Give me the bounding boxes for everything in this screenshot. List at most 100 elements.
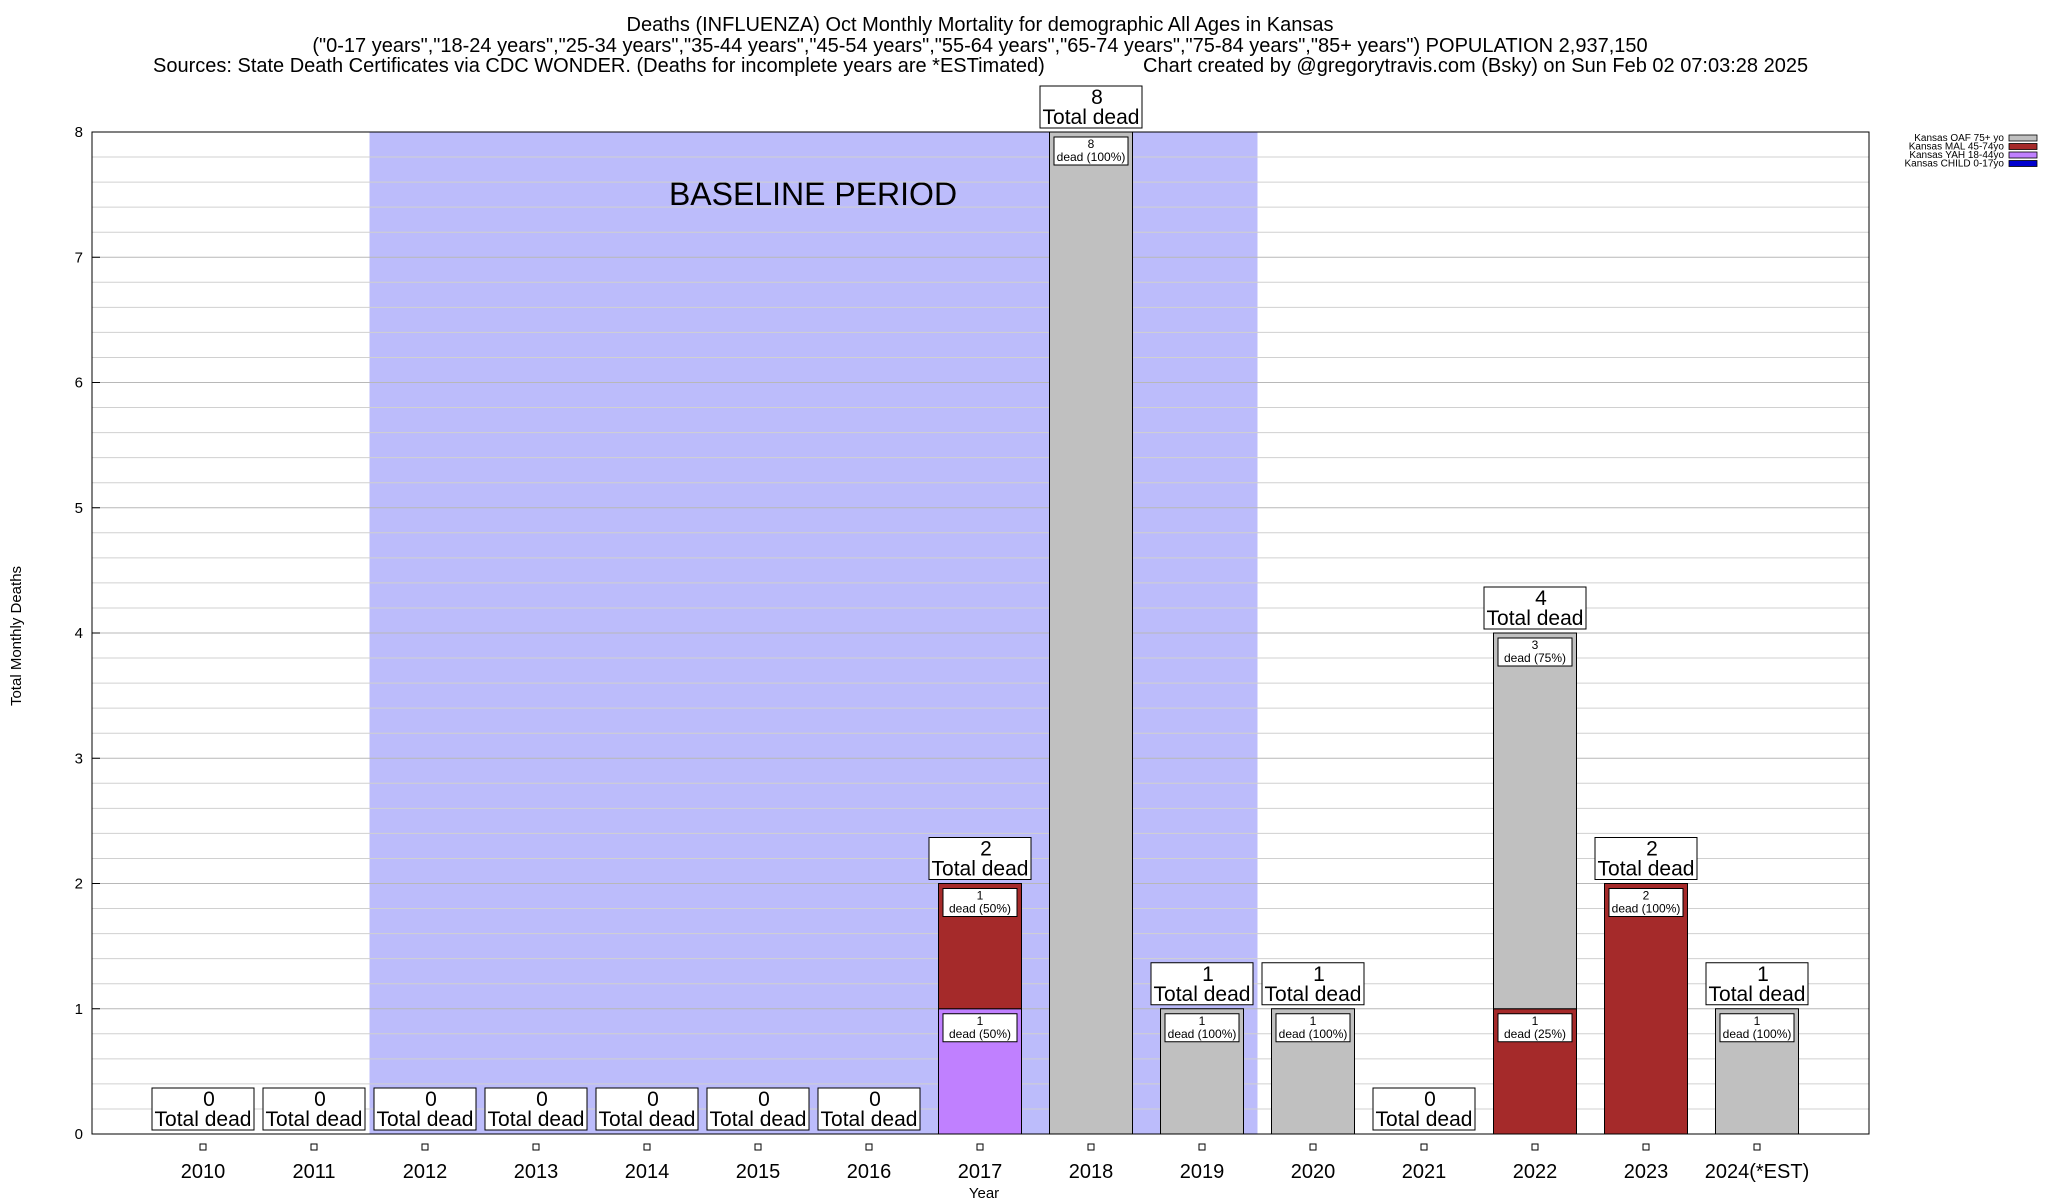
x-tick-marker bbox=[754, 1143, 762, 1151]
total-label-box bbox=[1705, 962, 1809, 1006]
total-label-text: Total dead bbox=[599, 1108, 696, 1131]
y-tick-label: 8 bbox=[75, 124, 83, 141]
x-tick-label: 2016 bbox=[847, 1161, 892, 1183]
x-tick-label: 2010 bbox=[181, 1161, 226, 1183]
x-tick-marker bbox=[1309, 1143, 1317, 1151]
legend-swatch bbox=[2008, 134, 2038, 142]
x-tick-label: 2014 bbox=[625, 1161, 670, 1183]
chart-credit: Chart created by @gregorytravis.com (Bsk… bbox=[1143, 55, 1808, 77]
x-tick-marker bbox=[199, 1143, 207, 1151]
segment-label-box bbox=[942, 888, 1018, 917]
chart-subtitle: ("0-17 years","18-24 years","25-34 years… bbox=[312, 35, 1647, 57]
x-tick-marker bbox=[1642, 1143, 1650, 1151]
total-label-box bbox=[928, 837, 1032, 880]
total-label-value: 8 bbox=[1091, 86, 1103, 109]
total-label-box bbox=[595, 1087, 699, 1131]
total-label-text: Total dead bbox=[1043, 106, 1140, 129]
chart-title: Deaths (INFLUENZA) Oct Monthly Mortality… bbox=[627, 14, 1334, 36]
total-label-value: 0 bbox=[314, 1088, 326, 1111]
total-label-text: Total dead bbox=[377, 1108, 474, 1131]
segment-label-percent: dead (100%) bbox=[1723, 1027, 1792, 1041]
x-tick-label: 2020 bbox=[1291, 1161, 1336, 1183]
x-tick-marker bbox=[976, 1143, 984, 1151]
x-tick-label: 2012 bbox=[403, 1161, 448, 1183]
total-label-value: 0 bbox=[203, 1088, 215, 1111]
segment-label-percent: dead (50%) bbox=[949, 902, 1011, 916]
segment-label-count: 1 bbox=[1532, 1014, 1539, 1028]
total-label-text: Total dead bbox=[155, 1108, 252, 1131]
total-label-box bbox=[706, 1087, 810, 1131]
segment-label-percent: dead (100%) bbox=[1057, 150, 1126, 164]
segment-label-percent: dead (100%) bbox=[1279, 1027, 1348, 1041]
x-tick-marker bbox=[1420, 1143, 1428, 1151]
total-label-text: Total dead bbox=[266, 1108, 363, 1131]
total-label-value: 0 bbox=[536, 1088, 548, 1111]
total-label-text: Total dead bbox=[1598, 858, 1695, 881]
x-tick-label: 2023 bbox=[1624, 1161, 1669, 1183]
segment-label-box bbox=[942, 1013, 1018, 1043]
total-label-text: Total dead bbox=[710, 1108, 807, 1131]
total-label-text: Total dead bbox=[821, 1108, 918, 1131]
total-label-box bbox=[262, 1087, 366, 1131]
total-label-box bbox=[817, 1087, 921, 1131]
y-axis-label: Total Monthly Deaths bbox=[8, 566, 25, 706]
total-label-value: 0 bbox=[425, 1088, 437, 1111]
segment-label-count: 8 bbox=[1088, 137, 1095, 151]
total-label-text: Total dead bbox=[1154, 983, 1251, 1006]
legend-swatch bbox=[2008, 160, 2038, 167]
total-label-value: 1 bbox=[1757, 963, 1769, 986]
x-tick-marker bbox=[865, 1143, 873, 1151]
y-tick-label: 2 bbox=[75, 876, 83, 893]
total-label-text: Total dead bbox=[488, 1108, 585, 1131]
segment-label-count: 1 bbox=[1754, 1014, 1761, 1028]
total-label-box bbox=[1150, 962, 1254, 1006]
x-tick-label: 2011 bbox=[292, 1161, 335, 1183]
segment-label-count: 3 bbox=[1532, 638, 1539, 652]
segment-label-count: 1 bbox=[1199, 1014, 1206, 1028]
total-label-box bbox=[373, 1087, 477, 1131]
total-label-box bbox=[1372, 1087, 1476, 1131]
total-label-text: Total dead bbox=[1709, 983, 1806, 1006]
total-label-value: 0 bbox=[758, 1088, 770, 1111]
x-tick-label: 2017 bbox=[958, 1161, 1003, 1183]
y-tick-label: 1 bbox=[75, 1001, 83, 1018]
x-axis-label: Year bbox=[969, 1185, 999, 1200]
bar-segment bbox=[1604, 883, 1688, 1135]
x-tick-label: 2019 bbox=[1180, 1161, 1225, 1183]
y-tick-label: 3 bbox=[75, 750, 83, 767]
total-label-text: Total dead bbox=[932, 858, 1029, 881]
segment-label-box bbox=[1275, 1013, 1351, 1043]
segment-label-box bbox=[1497, 637, 1573, 667]
total-label-text: Total dead bbox=[1487, 607, 1584, 630]
total-label-text: Total dead bbox=[1376, 1108, 1473, 1131]
total-label-box bbox=[484, 1087, 588, 1131]
x-tick-label: 2024(*EST) bbox=[1705, 1161, 1810, 1183]
total-label-value: 1 bbox=[1313, 963, 1325, 986]
x-tick-label: 2018 bbox=[1069, 1161, 1114, 1183]
segment-label-percent: dead (50%) bbox=[949, 1027, 1011, 1041]
legend-swatch bbox=[2008, 143, 2038, 150]
segment-label-percent: dead (100%) bbox=[1168, 1027, 1237, 1041]
legend-entry-label: Kansas OAF 75+ yo bbox=[1914, 133, 2004, 144]
total-label-value: 0 bbox=[1424, 1088, 1436, 1111]
total-label-value: 4 bbox=[1535, 587, 1547, 610]
segment-label-box bbox=[1608, 888, 1684, 917]
y-tick-label: 6 bbox=[75, 375, 83, 392]
legend-swatch bbox=[2008, 151, 2038, 159]
total-label-box bbox=[151, 1087, 255, 1131]
segment-label-box bbox=[1053, 136, 1129, 166]
x-tick-label: 2022 bbox=[1513, 1161, 1558, 1183]
x-tick-label: 2013 bbox=[514, 1161, 559, 1183]
bar-segment bbox=[1049, 131, 1133, 1135]
x-tick-marker bbox=[532, 1143, 540, 1151]
total-label-value: 0 bbox=[647, 1088, 659, 1111]
segment-label-count: 1 bbox=[977, 1014, 984, 1028]
x-tick-marker bbox=[1198, 1143, 1206, 1151]
y-tick-label: 5 bbox=[75, 500, 83, 517]
total-label-value: 1 bbox=[1202, 963, 1214, 986]
x-tick-marker bbox=[1753, 1143, 1761, 1151]
bar-segment bbox=[1493, 632, 1577, 1010]
